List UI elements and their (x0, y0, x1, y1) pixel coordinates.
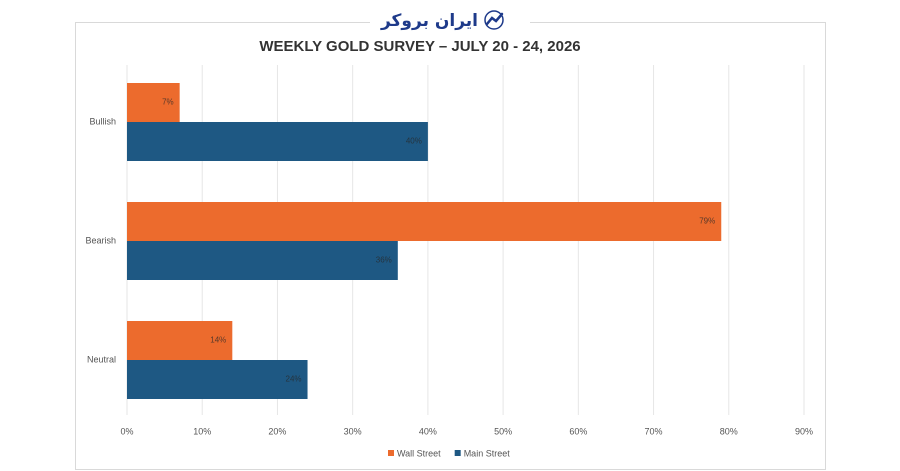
x-tick-label: 70% (645, 426, 663, 436)
x-tick-label: 80% (720, 426, 738, 436)
value-label: 36% (376, 256, 392, 265)
x-tick-label: 40% (419, 426, 437, 436)
x-tick-label: 60% (569, 426, 587, 436)
x-tick-label: 10% (193, 426, 211, 436)
legend-label: Wall Street (397, 448, 441, 458)
bar (127, 360, 308, 399)
brand-icon-ring (484, 10, 504, 30)
x-tick-label: 30% (344, 426, 362, 436)
value-label: 7% (162, 98, 174, 107)
x-tick-label: 90% (795, 426, 813, 436)
value-label: 40% (406, 137, 422, 146)
legend-swatch (388, 450, 394, 456)
value-label: 24% (286, 375, 302, 384)
value-label: 14% (210, 336, 226, 345)
y-tick-label: Bearish (85, 235, 116, 245)
bar (127, 202, 722, 241)
bar (127, 241, 398, 280)
x-tick-label: 0% (120, 426, 133, 436)
y-tick-label: Bullish (89, 116, 116, 126)
chart-title: WEEKLY GOLD SURVEY – JULY 20 - 24, 2026 (259, 38, 580, 55)
brand: ایران بروکر (380, 11, 478, 31)
bar (127, 122, 428, 161)
value-label: 79% (699, 217, 715, 226)
x-tick-label: 50% (494, 426, 512, 436)
legend-label: Main Street (464, 448, 511, 458)
y-tick-label: Neutral (87, 354, 116, 364)
brand-icon (485, 12, 504, 26)
bar (127, 83, 180, 122)
bar (127, 321, 233, 360)
x-tick-label: 20% (268, 426, 286, 436)
legend-swatch (454, 450, 461, 456)
